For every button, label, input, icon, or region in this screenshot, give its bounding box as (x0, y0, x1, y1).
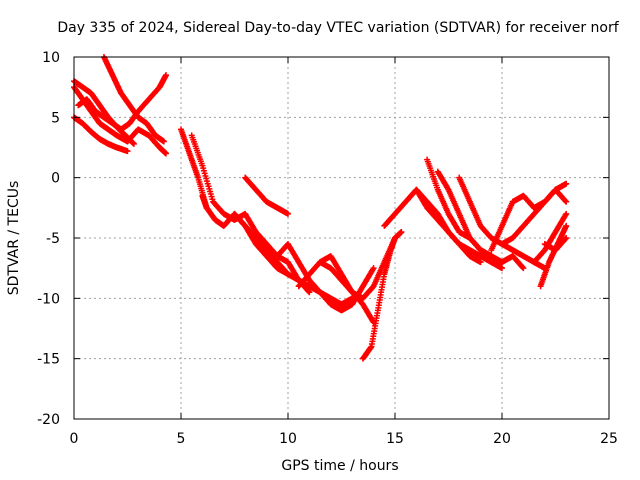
series-track-4 (71, 114, 131, 155)
data-point-marker (562, 197, 569, 204)
data-point-marker (562, 235, 569, 242)
series-track-24 (541, 235, 570, 254)
x-tick-label: 25 (600, 431, 618, 447)
data-point-marker (563, 210, 570, 217)
data-point-marker (124, 148, 131, 155)
y-tick-label: 5 (51, 110, 60, 126)
chart-title: Day 335 of 2024, Sidereal Day-to-day VTE… (57, 20, 619, 36)
y-tick-label: -10 (37, 291, 60, 307)
series-track-14 (359, 228, 405, 362)
data-point-marker (305, 288, 312, 295)
data-point-marker (398, 228, 405, 235)
series-track-10 (242, 174, 291, 217)
data-point-marker (563, 180, 570, 187)
y-tick-label: -15 (37, 352, 60, 368)
data-point-marker (163, 150, 170, 157)
series-track-9 (274, 241, 377, 314)
y-tick-label: 0 (51, 171, 60, 187)
x-tick-label: 20 (493, 431, 511, 447)
x-tick-label: 15 (386, 431, 404, 447)
series-track-16 (413, 186, 505, 272)
x-axis-label: GPS time / hours (281, 458, 398, 474)
data-point-marker (519, 264, 526, 271)
data-point-marker (160, 138, 167, 145)
series-track-18 (434, 168, 527, 272)
data-point-marker (563, 198, 570, 205)
data-point-marker (499, 265, 505, 272)
data-point-marker (520, 265, 527, 272)
y-tick-label: -5 (46, 231, 60, 247)
x-tick-labels: 0 5 10 15 20 25 (70, 431, 618, 447)
data-points (71, 54, 570, 362)
y-tick-label: 10 (42, 50, 60, 66)
data-point-marker (163, 72, 170, 79)
y-axis-label: SDTVAR / TECUs (6, 181, 22, 296)
data-point-marker (563, 222, 570, 229)
series-track-21 (499, 186, 570, 248)
data-point-marker (370, 265, 377, 272)
series-track-11 (199, 192, 210, 211)
data-point-marker (306, 289, 313, 296)
data-point-marker (563, 235, 570, 241)
data-point-marker (130, 140, 137, 147)
data-point-marker (477, 259, 484, 266)
series-track-5 (100, 54, 167, 145)
series-track-3 (75, 72, 170, 133)
x-tick-label: 0 (70, 431, 79, 447)
y-tick-label: -20 (37, 412, 60, 428)
x-tick-label: 10 (279, 431, 297, 447)
axis-ticks (73, 56, 610, 420)
y-tick-labels: -20 -15 -10 -5 0 5 10 (37, 50, 60, 428)
x-tick-label: 5 (177, 431, 186, 447)
data-point-marker (203, 204, 210, 211)
data-point-marker (285, 210, 291, 217)
